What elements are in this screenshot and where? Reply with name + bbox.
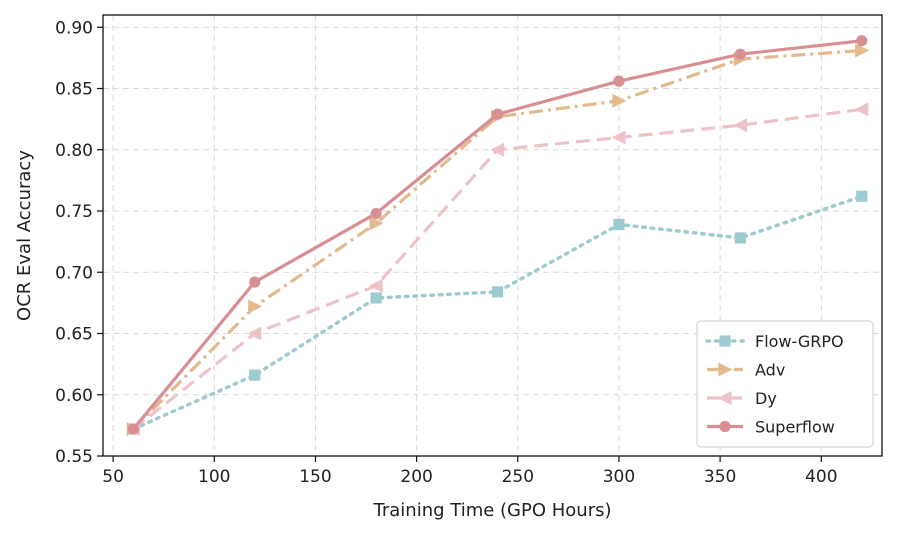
data-point-flow-grpo xyxy=(370,292,382,304)
ticks: 50 100 150 200 250 300 350 400 0.55 0.60 0.65 0.70 0… xyxy=(55,18,837,487)
data-point-adv xyxy=(248,299,263,314)
data-point-superflow xyxy=(127,423,139,435)
x-tick-label: 350 xyxy=(704,467,736,487)
data-point-adv xyxy=(612,93,627,108)
y-tick-label: 0.60 xyxy=(55,386,93,406)
data-point-superflow xyxy=(491,108,504,120)
legend-marker-adv xyxy=(718,362,733,377)
legend-label-adv: Adv xyxy=(755,361,785,380)
legend-marker-dy xyxy=(717,391,732,405)
data-point-superflow xyxy=(734,48,746,60)
data-point-superflow xyxy=(613,75,625,87)
x-tick-label: 100 xyxy=(198,467,230,487)
x-axis-label: Training Time (GPO Hours) xyxy=(373,500,612,521)
series-superflow xyxy=(127,35,868,435)
data-point-adv xyxy=(369,216,384,231)
y-tick-label: 0.70 xyxy=(55,263,93,283)
data-point-dy xyxy=(368,278,383,293)
legend-marker-flow-grpo xyxy=(719,335,731,347)
x-tick-label: 300 xyxy=(603,467,635,487)
x-tick-label: 50 xyxy=(102,467,124,487)
legend-label-dy: Dy xyxy=(755,389,777,408)
data-point-dy xyxy=(733,118,747,133)
x-tick-label: 150 xyxy=(299,467,331,487)
legend-box xyxy=(696,320,874,448)
y-tick-label: 0.85 xyxy=(55,80,93,100)
data-point-flow-grpo xyxy=(856,190,868,202)
data-point-flow-grpo xyxy=(613,218,625,231)
data-point-dy xyxy=(490,142,505,157)
x-tick-label: 250 xyxy=(502,467,534,487)
x-tick-label: 200 xyxy=(400,467,432,487)
legend-label-superflow: Superflow xyxy=(755,418,835,437)
legend-label-flow-grpo: Flow-GRPO xyxy=(755,332,844,351)
data-point-flow-grpo xyxy=(734,232,746,244)
plot-frame xyxy=(102,14,883,457)
series-layer xyxy=(126,35,870,437)
y-axis-label: OCR Eval Accuracy xyxy=(14,150,35,321)
legend: Flow-GRPO Adv Dy Superflow xyxy=(696,320,874,448)
y-tick-label: 0.75 xyxy=(55,202,93,222)
y-tick-label: 0.90 xyxy=(55,18,93,38)
data-point-superflow xyxy=(249,276,261,288)
data-point-dy xyxy=(611,130,626,145)
data-point-superflow xyxy=(370,207,382,220)
legend-marker-superflow xyxy=(719,420,731,433)
data-point-flow-grpo xyxy=(491,286,504,298)
data-point-adv xyxy=(855,43,870,58)
y-tick-label: 0.65 xyxy=(55,325,93,345)
data-point-flow-grpo xyxy=(249,369,261,381)
data-point-dy xyxy=(247,326,262,341)
x-tick-label: 400 xyxy=(805,467,837,487)
y-tick-label: 0.80 xyxy=(55,141,93,161)
y-tick-label: 0.55 xyxy=(55,447,93,467)
data-point-dy xyxy=(854,102,869,117)
data-point-superflow xyxy=(856,35,868,47)
